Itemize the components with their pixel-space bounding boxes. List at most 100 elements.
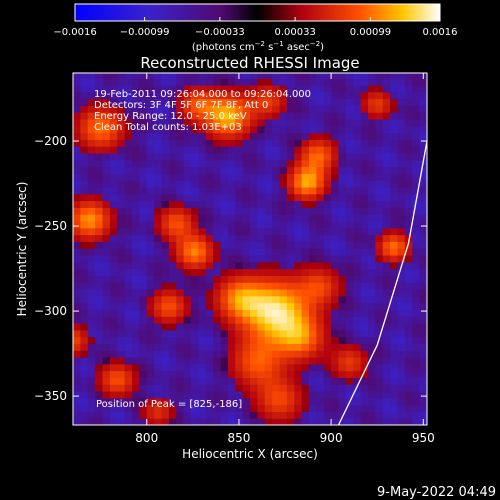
heatmap-cell [176, 390, 185, 399]
heatmap-cell [161, 214, 170, 222]
heatmap-cell [368, 363, 376, 372]
heatmap-cell [264, 146, 273, 154]
heatmap-cell [360, 350, 369, 358]
heatmap-cell [353, 309, 362, 317]
heatmap-cell [132, 207, 140, 215]
heatmap-cell [353, 288, 362, 297]
heatmap-cell [176, 288, 185, 297]
heatmap-cell [419, 404, 427, 412]
heatmap-cell [73, 166, 81, 174]
heatmap-cell [264, 248, 273, 256]
heatmap-cell [272, 98, 281, 106]
heatmap-cell [235, 220, 244, 229]
heatmap-cell [404, 159, 413, 168]
heatmap-cell [345, 186, 354, 195]
heatmap-cell [397, 98, 406, 106]
heatmap-cell [139, 207, 148, 215]
heatmap-cell [80, 84, 89, 93]
heatmap-cell [139, 336, 148, 344]
heatmap-cell [109, 418, 118, 425]
heatmap-cell [286, 234, 295, 242]
heatmap-cell [338, 288, 347, 297]
heatmap-cell [316, 356, 325, 365]
heatmap-cell [375, 418, 384, 425]
heatmap-cell [390, 132, 399, 140]
heatmap-cell [338, 234, 347, 242]
heatmap-cell [168, 91, 177, 100]
heatmap-cell [309, 234, 317, 242]
heatmap-cell [154, 152, 163, 161]
heatmap-cell [87, 214, 96, 222]
heatmap-cell [294, 152, 303, 161]
heatmap-cell [257, 295, 266, 304]
heatmap-cell [353, 78, 362, 86]
heatmap-cell [419, 241, 427, 249]
heatmap-cell [309, 316, 317, 324]
heatmap-cell [286, 227, 295, 236]
heatmap-cell [161, 254, 170, 263]
heatmap-cell [161, 73, 170, 79]
heatmap-cell [368, 105, 376, 113]
heatmap-cell [227, 118, 236, 127]
heatmap-cell [279, 84, 288, 93]
heatmap-cell [368, 316, 376, 324]
heatmap-cell [301, 214, 310, 222]
heatmap-cell [375, 302, 384, 310]
heatmap-cell [87, 370, 96, 378]
heatmap-cell [227, 254, 236, 263]
heatmap-cell [301, 309, 310, 317]
heatmap-cell [353, 254, 362, 263]
heatmap-cell [382, 404, 391, 412]
heatmap-cell [353, 84, 362, 93]
heatmap-cell [404, 186, 413, 195]
heatmap-cell [168, 418, 177, 425]
heatmap-cell [227, 370, 236, 378]
heatmap-cell [132, 220, 140, 229]
heatmap-cell [375, 322, 384, 331]
heatmap-cell [338, 139, 347, 147]
heatmap-cell [390, 384, 399, 392]
heatmap-cell [73, 159, 81, 168]
heatmap-cell [227, 390, 236, 399]
heatmap-cell [205, 159, 214, 168]
heatmap-cell [235, 200, 244, 208]
heatmap-cell [146, 173, 155, 181]
heatmap-cell [205, 180, 214, 188]
heatmap-cell [117, 404, 126, 412]
heatmap-cell [168, 322, 177, 331]
heatmap-cell [183, 343, 192, 351]
heatmap-cell [264, 329, 273, 338]
heatmap-cell [345, 295, 354, 304]
heatmap-cell [154, 132, 163, 140]
heatmap-cell [73, 241, 81, 249]
heatmap-cell [242, 166, 251, 174]
heatmap-cell [353, 220, 362, 229]
heatmap-cell [132, 404, 140, 412]
heatmap-cell [124, 322, 133, 331]
heatmap-cell [397, 173, 406, 181]
heatmap-cell [368, 214, 376, 222]
heatmap-cell [279, 139, 288, 147]
heatmap-cell [419, 186, 427, 195]
heatmap-cell [331, 295, 340, 304]
heatmap-cell [419, 180, 427, 188]
heatmap-cell [213, 220, 222, 229]
heatmap-cell [294, 207, 303, 215]
heatmap-cell [242, 384, 251, 392]
heatmap-cell [301, 78, 310, 86]
heatmap-cell [161, 78, 170, 86]
heatmap-cell [80, 200, 89, 208]
heatmap-cell [301, 132, 310, 140]
heatmap-cell [316, 370, 325, 378]
heatmap-cell [412, 234, 421, 242]
heatmap-cell [301, 390, 310, 399]
heatmap-cell [109, 234, 118, 242]
colorbar-ticks: −0.0016 −0.00099 −0.00033 0.00033 0.00099 0.0… [53, 17, 458, 38]
heatmap-cell [250, 370, 258, 378]
heatmap-cell [124, 336, 133, 344]
heatmap-cell [264, 261, 273, 270]
heatmap-cell [242, 418, 251, 425]
heatmap-cell [286, 180, 295, 188]
heatmap-cell [102, 268, 111, 276]
heatmap-cell [279, 377, 288, 385]
